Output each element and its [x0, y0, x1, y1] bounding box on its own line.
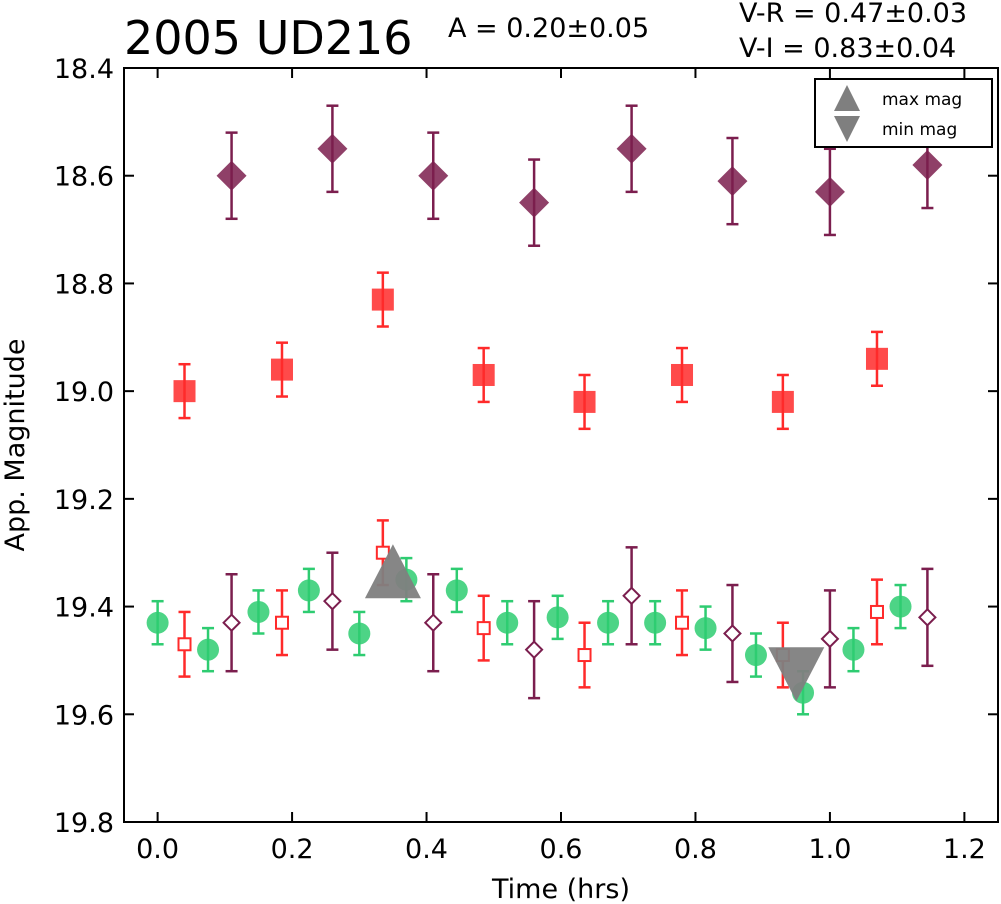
- max-mag-marker: [364, 544, 421, 599]
- amplitude-label: A = 0.20±0.05: [448, 13, 650, 44]
- y-tick-label: 19.6: [54, 700, 114, 731]
- v-i-color-label: V-I = 0.83±0.04: [739, 33, 957, 64]
- legend-min-mag-marker: [834, 116, 860, 142]
- x-tick-label: 1.0: [808, 834, 851, 865]
- data-point-open-diamond: [622, 586, 642, 606]
- data-point-circle: [744, 644, 767, 667]
- data-point-open-square: [675, 615, 690, 630]
- data-point-circle: [496, 611, 519, 634]
- y-tick-label: 18.8: [54, 269, 114, 300]
- x-tick-label: 0.8: [674, 834, 717, 865]
- data-point-open-square: [476, 621, 491, 636]
- data-point-circle: [889, 595, 912, 618]
- x-tick-label: 0.2: [271, 834, 314, 865]
- y-tick-label: 19.2: [54, 485, 114, 516]
- data-point-open-diamond: [820, 629, 840, 649]
- data-point-diamond: [418, 160, 449, 191]
- y-tick-label: 19.0: [54, 377, 114, 408]
- data-point-square: [671, 363, 694, 386]
- x-tick-label: 0.0: [136, 834, 179, 865]
- min-mag-marker: [768, 647, 825, 702]
- legend-label-min-mag: min mag: [882, 120, 957, 140]
- data-point-circle: [445, 579, 468, 602]
- data-point-square: [865, 347, 888, 370]
- y-tick-label: 19.4: [54, 593, 114, 624]
- y-tick-label: 18.4: [54, 54, 114, 85]
- data-point-square: [371, 288, 394, 311]
- data-point-open-diamond: [524, 640, 544, 660]
- data-point-diamond: [814, 176, 845, 207]
- data-point-open-square: [869, 604, 884, 619]
- data-point-open-diamond: [323, 591, 342, 611]
- data-point-diamond: [317, 133, 348, 164]
- x-tick-label: 1.2: [943, 834, 986, 865]
- data-point-square: [270, 358, 293, 381]
- data-point-diamond: [912, 149, 943, 180]
- legend-label-max-mag: max mag: [882, 90, 962, 110]
- data-point-open-square: [177, 637, 192, 652]
- y-tick-label: 18.6: [54, 162, 114, 193]
- x-tick-label: 0.4: [405, 834, 448, 865]
- x-axis-label: Time (hrs): [491, 874, 630, 904]
- data-point-open-diamond: [917, 607, 937, 627]
- x-tick-label: 0.6: [540, 834, 583, 865]
- data-point-square: [472, 363, 495, 386]
- data-point-circle: [597, 611, 620, 634]
- data-point-circle: [348, 622, 371, 645]
- y-tick-label: 19.8: [54, 808, 114, 839]
- data-point-open-diamond: [423, 613, 443, 633]
- data-point-circle: [297, 579, 320, 602]
- data-point-open-square: [274, 615, 289, 630]
- data-point-diamond: [216, 160, 247, 191]
- plot-frame: [123, 67, 999, 823]
- y-axis-label: App. Magnitude: [0, 339, 31, 552]
- data-point-circle: [694, 617, 717, 640]
- data-point-square: [173, 380, 196, 403]
- data-point-circle: [546, 606, 569, 629]
- data-point-open-diamond: [723, 624, 742, 643]
- data-point-diamond: [519, 187, 550, 218]
- data-point-square: [573, 390, 596, 413]
- data-point-circle: [842, 638, 865, 661]
- data-point-open-square: [577, 648, 592, 663]
- data-point-circle: [146, 611, 169, 634]
- data-point-circle: [197, 638, 220, 661]
- data-point-diamond: [616, 133, 647, 164]
- data-point-circle: [644, 611, 667, 634]
- data-point-open-diamond: [222, 613, 241, 633]
- v-r-color-label: V-R = 0.47±0.03: [739, 0, 968, 29]
- chart-title: 2005 UD216: [124, 11, 413, 65]
- data-point-circle: [247, 600, 270, 623]
- legend: max mag min mag: [814, 78, 993, 148]
- data-point-diamond: [717, 166, 748, 197]
- legend-max-mag-marker: [834, 85, 860, 111]
- data-point-square: [771, 390, 794, 413]
